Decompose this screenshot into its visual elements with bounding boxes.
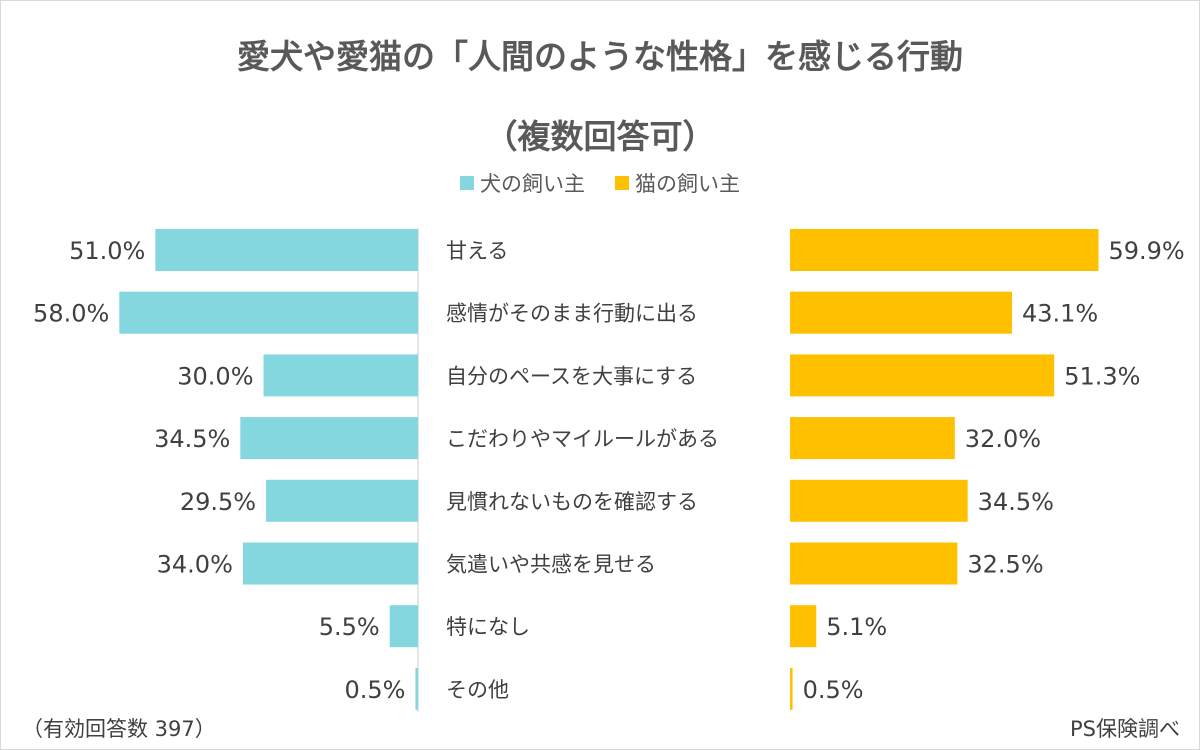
value-label-cat: 59.9% xyxy=(1108,237,1184,265)
value-label-cat: 5.1% xyxy=(826,613,887,641)
legend-swatch-cat xyxy=(615,176,629,190)
bar-cat xyxy=(790,542,958,585)
category-label: こだわりやマイルールがある xyxy=(446,427,719,451)
value-label-cat: 32.0% xyxy=(965,425,1041,453)
bar-cat xyxy=(790,229,1099,271)
category-label: 見慣れないものを確認する xyxy=(446,490,698,514)
legend-swatch-dog xyxy=(460,176,474,190)
bar-cat xyxy=(790,417,955,460)
category-label: 感情がそのまま行動に出る xyxy=(446,302,698,326)
value-label-dog: 30.0% xyxy=(177,362,253,390)
value-label-cat: 51.3% xyxy=(1064,362,1140,390)
bar-dog xyxy=(389,605,418,648)
category-label: 気遣いや共感を見せる xyxy=(446,553,656,577)
bar-cat xyxy=(790,667,793,710)
value-label-dog: 51.0% xyxy=(69,237,145,265)
sample-size-note: （有効回答数 397） xyxy=(22,717,216,741)
value-label-cat: 0.5% xyxy=(803,676,864,704)
value-label-cat: 43.1% xyxy=(1022,300,1098,328)
value-label-dog: 29.5% xyxy=(180,488,256,516)
value-label-dog: 34.0% xyxy=(157,551,233,579)
bar-dog xyxy=(263,354,418,397)
category-label: 特になし xyxy=(446,615,530,639)
bar-dog xyxy=(415,667,418,710)
legend-label-cat: 猫の飼い主 xyxy=(635,172,740,196)
value-label-dog: 58.0% xyxy=(33,300,109,328)
value-label-dog: 0.5% xyxy=(344,676,405,704)
category-label: その他 xyxy=(446,678,509,702)
bar-cat xyxy=(790,291,1012,334)
legend-item-cat: 猫の飼い主 xyxy=(615,168,740,198)
chart-subtitle: （複数回答可） xyxy=(484,117,716,156)
legend-label-dog: 犬の飼い主 xyxy=(480,172,585,196)
bar-cat xyxy=(790,479,968,522)
bar-dog xyxy=(266,479,418,522)
bar-dog xyxy=(119,291,419,334)
value-label-cat: 32.5% xyxy=(967,551,1043,579)
source-note: PS保険調べ xyxy=(1070,717,1180,741)
legend-item-dog: 犬の飼い主 xyxy=(460,168,585,198)
value-label-dog: 5.5% xyxy=(319,613,380,641)
value-label-cat: 34.5% xyxy=(978,488,1054,516)
chart-title: 愛犬や愛猫の「人間のような性格」を感じる行動 xyxy=(237,37,963,76)
bar-cat xyxy=(790,354,1055,397)
bar-cat xyxy=(790,605,817,648)
category-label: 自分のペースを大事にする xyxy=(446,364,697,388)
legend: 犬の飼い主 猫の飼い主 xyxy=(0,168,1200,198)
bar-dog xyxy=(240,417,418,460)
value-label-dog: 34.5% xyxy=(154,425,230,453)
bar-dog xyxy=(155,229,418,271)
category-label: 甘える xyxy=(446,239,508,263)
bar-dog xyxy=(242,542,418,585)
